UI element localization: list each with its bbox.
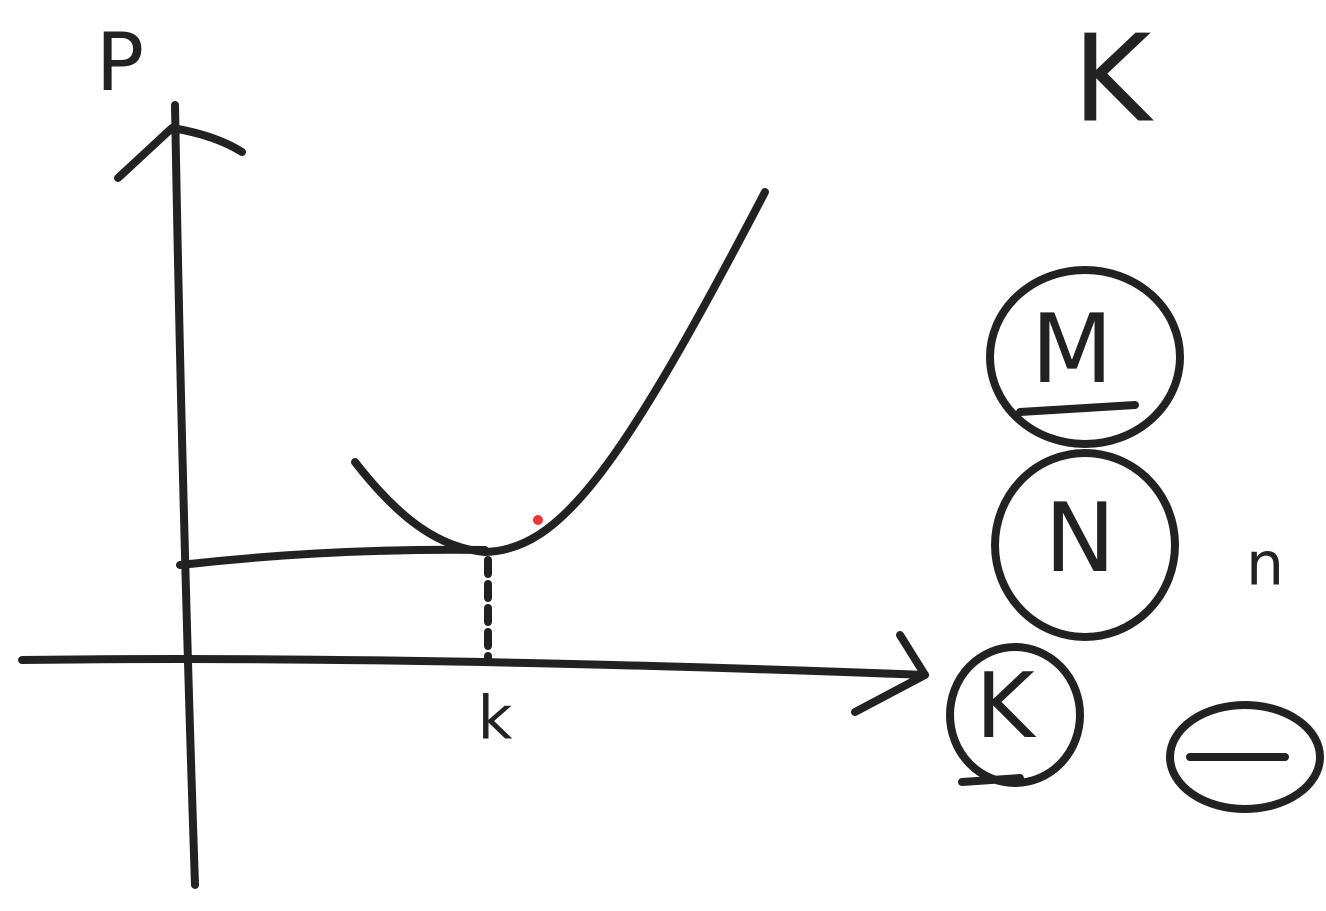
y-arrow [114,124,246,182]
circle-label: N [1044,484,1115,594]
y-axis [171,101,199,889]
side-label: n [1246,530,1284,600]
circle-n [991,449,1179,641]
level-line [176,545,489,569]
curve [351,188,769,556]
underline-m [1016,401,1139,416]
y-axis-label: P [96,16,144,109]
cursor-dot [533,515,543,525]
circle-label: K [975,654,1036,759]
circle-k [946,643,1084,787]
corner-label: K [1073,11,1155,150]
underline-k [958,774,1024,786]
circle-label: M [1031,295,1113,405]
circle-m [986,266,1184,448]
x-axis [18,655,929,679]
x-axis-label: k [478,684,513,754]
x-arrow [851,631,929,716]
oval [1166,701,1324,813]
